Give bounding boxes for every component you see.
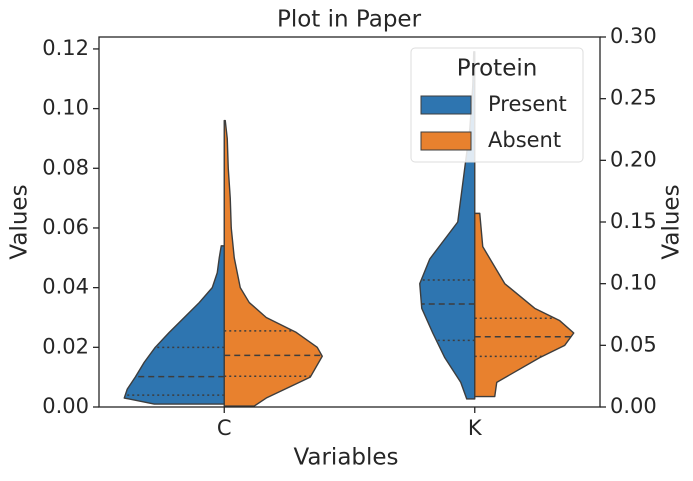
legend-label: Absent (488, 128, 561, 152)
y-tick-label: 0.00 (42, 394, 89, 418)
chart-title: Plot in Paper (277, 7, 422, 33)
y2-tick-label: 0.25 (610, 86, 657, 110)
legend-label: Present (488, 92, 567, 116)
y2-axis-label: Values (659, 184, 685, 259)
y2-tick-label: 0.30 (610, 24, 657, 48)
x-tick-label: K (468, 416, 483, 440)
y-tick-label: 0.06 (42, 215, 89, 239)
y-tick-label: 0.04 (42, 275, 89, 299)
y2-tick-label: 0.15 (610, 209, 657, 233)
violin-half (123, 245, 225, 405)
legend-swatch (420, 95, 472, 115)
violin-half (474, 212, 575, 398)
y2-tick-label: 0.20 (610, 147, 657, 171)
y-tick-label: 0.12 (42, 36, 89, 60)
y-axis-label: Values (7, 184, 33, 259)
y-tick-label: 0.10 (42, 96, 89, 120)
y-tick-label: 0.08 (42, 155, 89, 179)
legend: Protein Present Absent (410, 47, 584, 163)
y2-tick-label: 0.05 (610, 332, 657, 356)
y2-tick-label: 0.00 (610, 394, 657, 418)
y2-tick-label: 0.10 (610, 271, 657, 295)
legend-title: Protein (457, 56, 538, 82)
y-tick-label: 0.02 (42, 334, 89, 358)
x-tick-label: C (217, 416, 232, 440)
violin-half (223, 119, 323, 407)
legend-swatch (420, 131, 472, 151)
x-axis-label: Variables (293, 445, 398, 471)
